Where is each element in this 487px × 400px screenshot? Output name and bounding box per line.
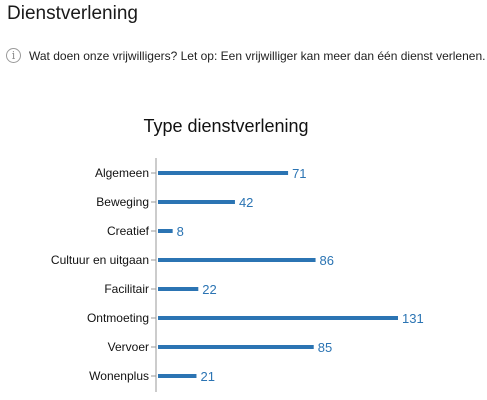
- value-label-beweging: 42: [239, 195, 253, 210]
- value-label-algemeen: 71: [292, 166, 306, 181]
- category-label-vervoer: Vervoer: [108, 340, 149, 354]
- bar-facilitair[interactable]: [158, 287, 199, 291]
- bar-cultuur-en-uitgaan[interactable]: [158, 258, 316, 262]
- category-label-wonenplus: Wonenplus: [89, 369, 149, 383]
- category-label-ontmoeting: Ontmoeting: [87, 311, 149, 325]
- bar-algemeen[interactable]: [158, 171, 289, 175]
- bar-vervoer[interactable]: [158, 345, 314, 349]
- info-note: i Wat doen onze vrijwilligers? Let op: E…: [6, 48, 485, 63]
- service-type-chart: Type dienstverlening Algemeen 71 Beweging 4…: [51, 116, 424, 392]
- value-label-cultuur-en-uitgaan: 86: [320, 253, 334, 268]
- bar-beweging[interactable]: [158, 200, 235, 204]
- chart-marks: Algemeen 71 Beweging 42 Creatief 8 Cultuur en …: [51, 166, 424, 384]
- bar-ontmoeting[interactable]: [158, 316, 398, 320]
- value-label-ontmoeting: 131: [402, 311, 424, 326]
- category-label-creatief: Creatief: [107, 224, 150, 238]
- info-circle-icon: i: [6, 48, 21, 63]
- value-label-wonenplus: 21: [200, 369, 214, 384]
- value-label-creatief: 8: [177, 224, 184, 239]
- category-label-algemeen: Algemeen: [95, 166, 149, 180]
- info-text: Wat doen onze vrijwilligers? Let op: Een…: [29, 48, 486, 63]
- bar-creatief[interactable]: [158, 229, 173, 233]
- category-label-cultuur-en-uitgaan: Cultuur en uitgaan: [51, 253, 149, 267]
- value-label-vervoer: 85: [318, 340, 332, 355]
- bar-wonenplus[interactable]: [158, 374, 197, 378]
- chart-title: Type dienstverlening: [143, 116, 308, 136]
- category-label-beweging: Beweging: [96, 195, 149, 209]
- category-label-facilitair: Facilitair: [104, 282, 149, 296]
- page-title: Dienstverlening: [7, 3, 138, 24]
- value-label-facilitair: 22: [202, 282, 216, 297]
